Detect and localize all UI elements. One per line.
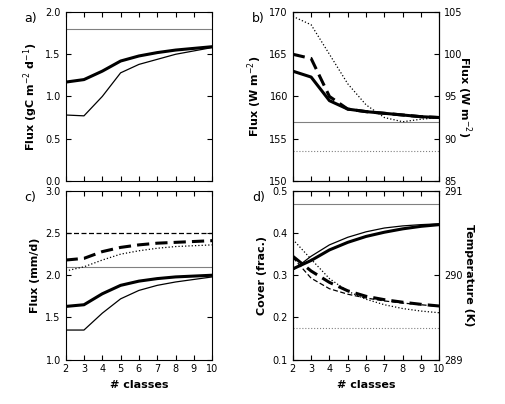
Text: b): b) <box>252 12 265 25</box>
Text: c): c) <box>25 191 36 204</box>
Y-axis label: Cover (frac.): Cover (frac.) <box>257 236 267 315</box>
Y-axis label: Flux (mm/d): Flux (mm/d) <box>30 238 40 313</box>
Y-axis label: Flux (gC m$^{-2}$ d$^{-1}$): Flux (gC m$^{-2}$ d$^{-1}$) <box>21 42 40 151</box>
X-axis label: # classes: # classes <box>337 380 395 390</box>
Y-axis label: Flux (W m$^{-2}$): Flux (W m$^{-2}$) <box>455 56 474 137</box>
Text: d): d) <box>252 191 265 204</box>
Text: a): a) <box>25 12 37 25</box>
Y-axis label: Flux (W m$^{-2}$): Flux (W m$^{-2}$) <box>245 56 264 137</box>
X-axis label: # classes: # classes <box>110 380 168 390</box>
Y-axis label: Temperature (K): Temperature (K) <box>464 224 474 326</box>
